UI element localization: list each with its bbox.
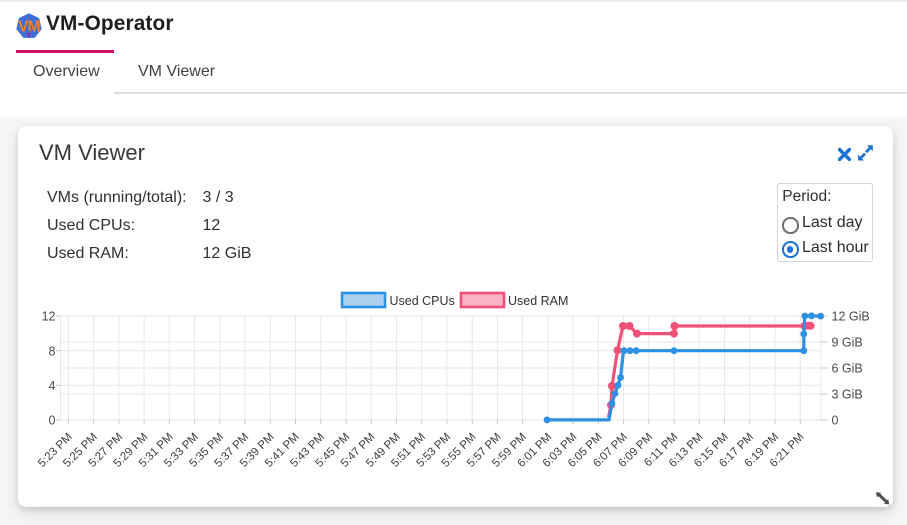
- svg-text:3 GiB: 3 GiB: [832, 388, 863, 402]
- svg-text:6 GiB: 6 GiB: [832, 362, 863, 376]
- svg-text:8: 8: [49, 344, 56, 358]
- svg-text:4: 4: [49, 379, 56, 393]
- svg-text:0: 0: [832, 414, 839, 428]
- svg-text:0: 0: [49, 414, 56, 428]
- svg-text:12: 12: [42, 310, 56, 324]
- svg-text:12 GiB: 12 GiB: [832, 310, 870, 324]
- svg-text:Used RAM: Used RAM: [508, 294, 568, 308]
- svg-text:VM: VM: [18, 18, 40, 35]
- svg-text:Used CPUs: Used CPUs: [390, 294, 455, 308]
- svg-text:9 GiB: 9 GiB: [832, 336, 863, 350]
